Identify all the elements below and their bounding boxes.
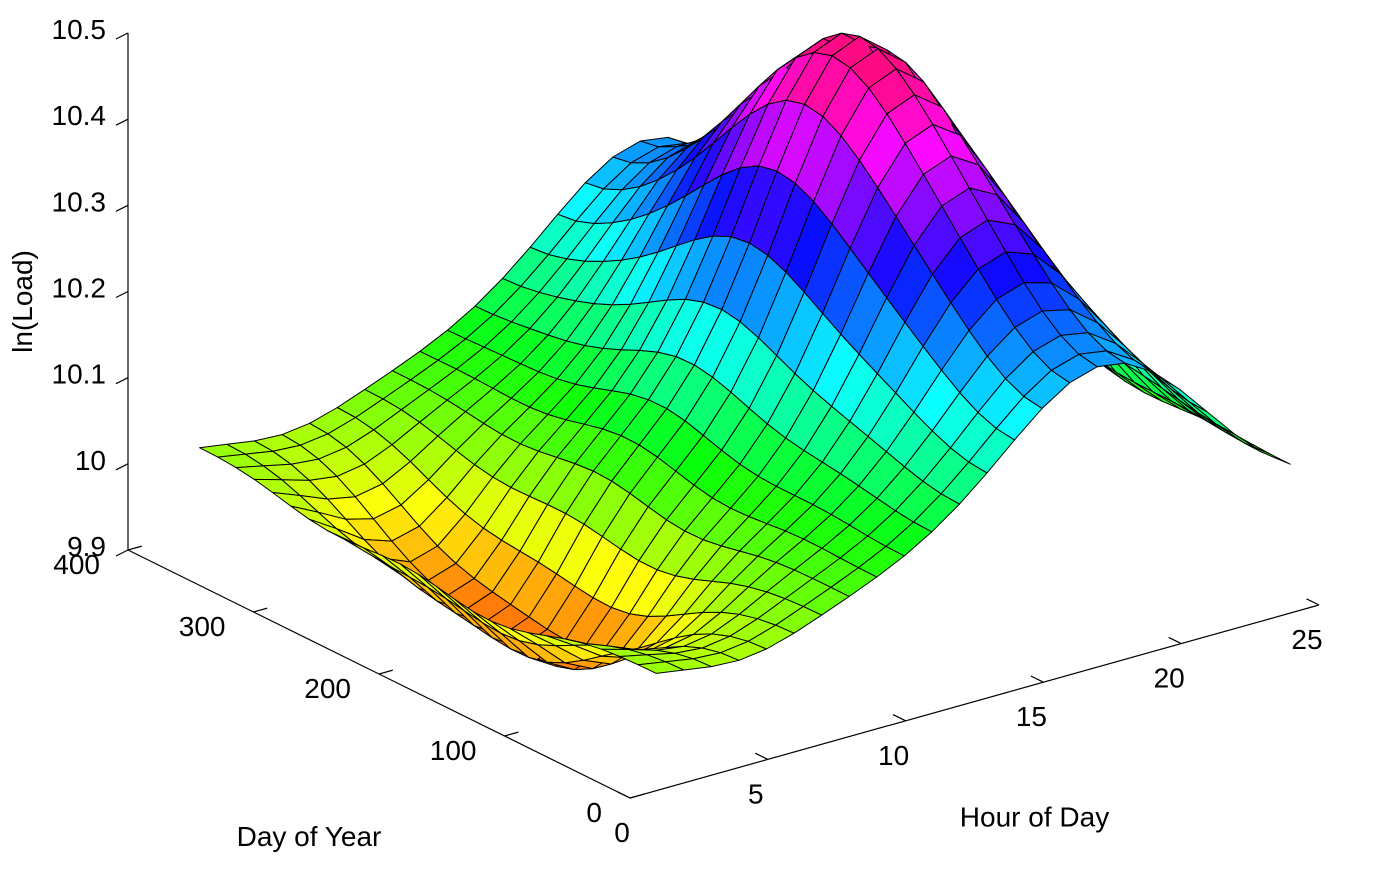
y-tick-label: 300 xyxy=(179,611,226,642)
z-tick-label: 10.1 xyxy=(52,359,107,390)
z-tick-label: 10.2 xyxy=(52,273,107,304)
y-tick-label: 400 xyxy=(53,549,100,580)
z-tick-label: 10 xyxy=(75,445,106,476)
x-tick-label: 0 xyxy=(614,817,630,848)
x-tick-label: 15 xyxy=(1016,701,1047,732)
z-tick-label: 10.5 xyxy=(52,14,107,45)
y-tick-label: 100 xyxy=(430,735,477,766)
x-axis-line xyxy=(629,604,1320,799)
z-tick-label: 9.9 xyxy=(67,531,106,562)
surface-patch xyxy=(1188,401,1236,435)
y-tick-mark xyxy=(504,731,519,737)
y-tick-mark xyxy=(253,607,268,613)
y-tick-mark xyxy=(378,669,393,675)
x-axis-title: Hour of Day xyxy=(960,802,1109,833)
y-axis-title: Day of Year xyxy=(237,821,382,852)
z-tick-mark xyxy=(115,204,129,212)
z-tick-mark xyxy=(115,549,129,557)
z-tick-label: 10.4 xyxy=(52,100,107,131)
z-tick-mark xyxy=(115,118,129,126)
x-tick-label: 5 xyxy=(748,778,764,809)
load-surface xyxy=(199,32,1291,674)
x-tick-mark xyxy=(754,752,769,760)
x-tick-label: 10 xyxy=(878,740,909,771)
y-tick-mark xyxy=(629,793,644,799)
z-axis-title: ln(Load) xyxy=(7,250,38,353)
y-tick-label: 200 xyxy=(304,673,351,704)
z-tick-mark xyxy=(115,290,129,299)
y-tick-mark xyxy=(127,545,142,551)
x-tick-mark xyxy=(892,714,906,722)
x-tick-mark xyxy=(1030,675,1044,683)
z-tick-mark xyxy=(115,32,129,40)
x-tick-mark xyxy=(1168,636,1182,645)
x-tick-mark xyxy=(1306,598,1320,606)
surface-patch xyxy=(1243,442,1291,465)
z-tick-label: 10.3 xyxy=(52,186,107,217)
x-tick-label: 25 xyxy=(1291,624,1322,655)
x-tick-label: 20 xyxy=(1154,663,1185,694)
z-tick-mark xyxy=(115,377,129,385)
z-tick-mark xyxy=(115,463,129,471)
y-tick-label: 0 xyxy=(586,797,602,828)
